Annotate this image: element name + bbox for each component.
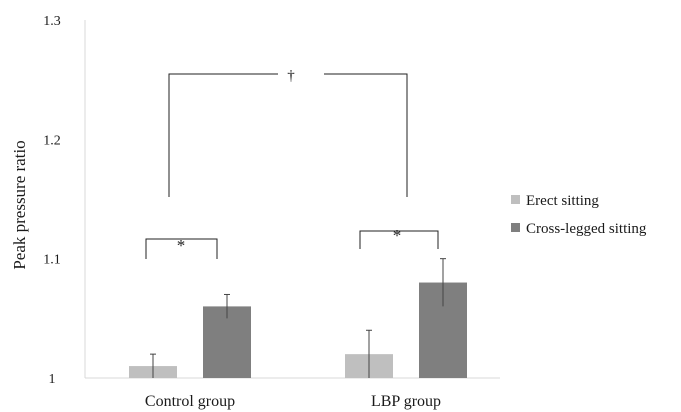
- legend-swatch-erect: [511, 195, 520, 204]
- bars: [129, 282, 467, 378]
- legend: Erect sitting Cross-legged sitting: [511, 193, 647, 237]
- y-tick-label: 1.2: [43, 133, 61, 148]
- significance-marker-control: *: [177, 236, 186, 255]
- y-tick-label: 1.3: [43, 14, 61, 29]
- legend-label-erect: Erect sitting: [526, 193, 599, 209]
- error-bar: [440, 258, 446, 307]
- significance-marker-lbp: *: [393, 226, 402, 245]
- legend-swatch-cross-legged: [511, 223, 520, 232]
- y-tick-labels: 1 1.1 1.2 1.3: [43, 14, 61, 387]
- error-bars: [150, 258, 446, 378]
- significance-bracket-lbp: *: [359, 226, 439, 249]
- error-bar: [366, 329, 372, 378]
- x-tick-labels: Control group LBP group: [145, 393, 441, 410]
- significance-bracket-control: *: [145, 236, 218, 259]
- y-axis-label: Peak pressure ratio: [10, 140, 29, 269]
- x-tick-label: Control group: [145, 393, 235, 410]
- y-tick-label: 1: [49, 372, 56, 387]
- error-bar: [224, 293, 230, 319]
- significance-bracket-between-groups: †: [168, 68, 408, 197]
- dagger-marker: †: [287, 68, 295, 84]
- y-tick-label: 1.1: [43, 253, 61, 268]
- error-bar: [150, 353, 156, 378]
- x-tick-label: LBP group: [371, 393, 441, 410]
- legend-label-cross-legged: Cross-legged sitting: [526, 221, 647, 237]
